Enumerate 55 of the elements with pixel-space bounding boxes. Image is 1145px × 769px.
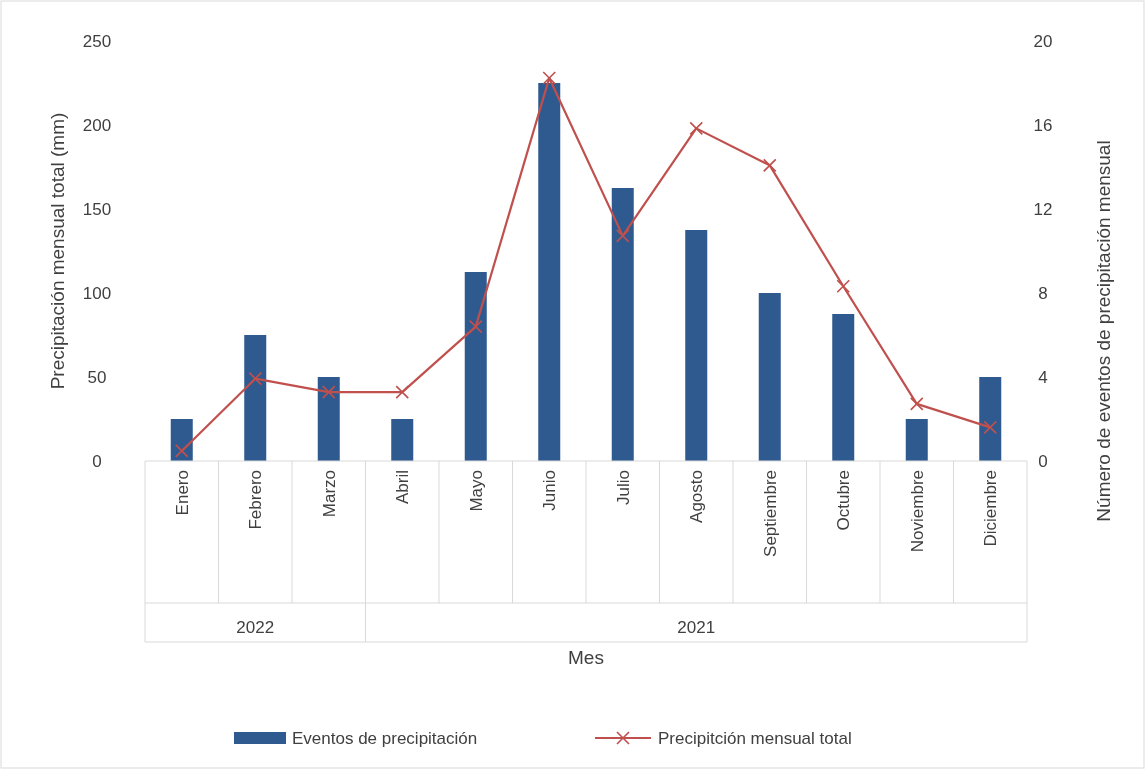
x-tick-label: Septiembre — [760, 470, 780, 557]
bar — [685, 230, 708, 461]
x-tick-label: Febrero — [246, 470, 266, 530]
x-tick-label: Noviembre — [907, 470, 927, 553]
y2-tick-label: 4 — [1038, 368, 1048, 387]
y2-tick-label: 0 — [1038, 452, 1048, 471]
point — [836, 279, 851, 294]
bar — [832, 314, 855, 461]
y2-tick-label: 20 — [1033, 32, 1053, 51]
x-tick-label: Diciembre — [981, 470, 1001, 547]
y-tick-label: 200 — [82, 116, 112, 135]
y-axis-title: Precipitación mensual total (mm) — [47, 112, 68, 390]
bar — [317, 377, 340, 461]
point — [983, 420, 998, 435]
legend-label: Precipitción mensual total — [658, 729, 852, 748]
point — [615, 229, 630, 243]
y-tick-label: 250 — [82, 32, 112, 51]
legend-label: Eventos de precipitación — [292, 729, 478, 748]
x-tick-label: Abril — [393, 470, 413, 505]
bar — [244, 335, 267, 461]
text: 2022 — [236, 618, 275, 637]
bar — [611, 188, 634, 461]
point — [174, 444, 189, 458]
text: 2021 — [677, 618, 716, 637]
x-tick-label: Octubre — [834, 470, 854, 531]
y2-axis-title: Número de eventos de precipitación mensual — [1093, 140, 1114, 522]
y2-tick-label: 16 — [1033, 116, 1053, 135]
x-tick-label: Agosto — [687, 470, 707, 523]
y2-tick-label: 12 — [1033, 200, 1053, 219]
point — [321, 385, 336, 399]
y-tick-label: 50 — [87, 368, 107, 387]
bar — [538, 83, 561, 461]
point — [689, 121, 704, 136]
y-tick-label: 0 — [92, 452, 102, 471]
y-tick-label: 100 — [82, 284, 112, 303]
bar — [391, 419, 414, 461]
bar — [905, 419, 928, 461]
bar — [464, 272, 487, 461]
bar — [170, 419, 193, 461]
point — [248, 371, 263, 386]
point — [542, 71, 557, 85]
x-tick-label: Junio — [540, 470, 560, 511]
x-axis-title: Mes — [568, 647, 604, 668]
bar — [758, 293, 781, 461]
x-tick-label: Mayo — [466, 470, 486, 512]
point — [468, 319, 483, 334]
y-tick-label: 150 — [82, 200, 112, 219]
y2-tick-label: 8 — [1038, 284, 1048, 303]
point — [762, 158, 777, 173]
x-tick-label: Marzo — [319, 470, 339, 518]
point — [395, 385, 410, 399]
x-tick-label: Julio — [613, 470, 633, 505]
x-tick-label: Enero — [172, 470, 192, 516]
point — [909, 397, 924, 411]
bar — [979, 377, 1002, 461]
